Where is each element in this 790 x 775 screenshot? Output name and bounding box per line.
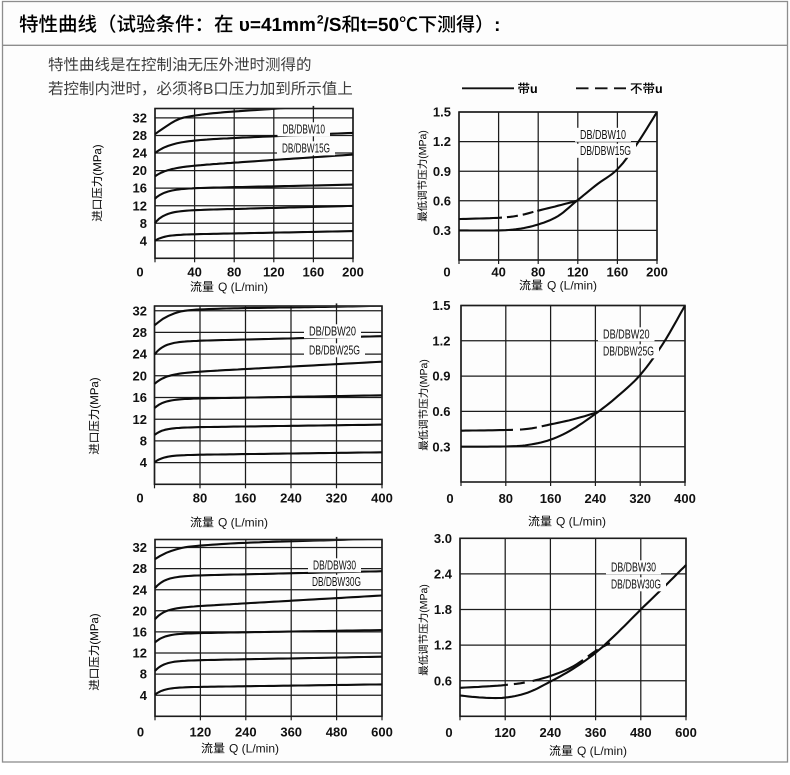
svg-text:32: 32: [133, 111, 147, 126]
svg-text:40: 40: [187, 265, 201, 280]
svg-text:Q (L/min): Q (L/min): [577, 744, 627, 758]
svg-text:32: 32: [133, 303, 147, 318]
svg-text:120: 120: [263, 265, 285, 280]
svg-text:Q (L/min): Q (L/min): [556, 515, 606, 529]
svg-text:1.8: 1.8: [434, 602, 452, 617]
svg-text:600: 600: [675, 725, 697, 740]
svg-text:DB/DBW20: DB/DBW20: [309, 325, 356, 339]
svg-text:0.6: 0.6: [433, 193, 451, 208]
svg-text:80: 80: [193, 491, 207, 506]
svg-text:160: 160: [303, 265, 325, 280]
svg-text:80: 80: [531, 265, 545, 280]
svg-text:8: 8: [140, 434, 147, 449]
svg-text:8: 8: [140, 667, 147, 682]
svg-text:4: 4: [140, 233, 148, 248]
svg-text:1.5: 1.5: [432, 298, 450, 313]
svg-text:120: 120: [190, 725, 212, 740]
svg-text:12: 12: [133, 198, 147, 213]
svg-text:24: 24: [133, 347, 148, 362]
svg-text:0.3: 0.3: [432, 439, 450, 454]
svg-text:DB/DBW30: DB/DBW30: [313, 559, 356, 573]
svg-text:240: 240: [280, 491, 302, 506]
svg-text:40: 40: [491, 265, 505, 280]
svg-text:200: 200: [342, 265, 364, 280]
svg-text:3.0: 3.0: [434, 531, 452, 546]
svg-text:0: 0: [446, 491, 453, 506]
svg-text:Q (L/min): Q (L/min): [547, 279, 597, 293]
svg-text:8: 8: [140, 216, 147, 231]
svg-text:160: 160: [607, 265, 629, 280]
svg-text:Q (L/min): Q (L/min): [218, 280, 268, 294]
svg-text:DB/DBW20: DB/DBW20: [603, 328, 650, 342]
svg-text:240: 240: [540, 725, 562, 740]
svg-text:160: 160: [540, 491, 562, 506]
svg-text:16: 16: [133, 181, 147, 196]
svg-text:DB/DBW10: DB/DBW10: [580, 128, 626, 142]
svg-text:120: 120: [567, 265, 589, 280]
svg-text:12: 12: [133, 412, 147, 427]
svg-text:28: 28: [133, 561, 147, 576]
svg-text:DB/DBW15G: DB/DBW15G: [580, 144, 631, 158]
svg-text:32: 32: [133, 540, 147, 555]
svg-text:12: 12: [133, 646, 147, 661]
svg-text:4: 4: [140, 688, 148, 703]
svg-text:DB/DBW15G: DB/DBW15G: [282, 142, 330, 156]
svg-text:0: 0: [445, 725, 452, 740]
svg-text:600: 600: [371, 725, 393, 740]
svg-text:Q (L/min): Q (L/min): [229, 742, 279, 756]
svg-text:16: 16: [133, 625, 147, 640]
svg-text:0.6: 0.6: [432, 404, 450, 419]
svg-text:0.6: 0.6: [434, 673, 452, 688]
svg-text:DB/DBW30G: DB/DBW30G: [611, 578, 661, 592]
svg-text:0: 0: [136, 265, 143, 280]
svg-text:20: 20: [133, 368, 147, 383]
svg-text:20: 20: [133, 163, 147, 178]
svg-text:160: 160: [235, 491, 257, 506]
svg-text:1.2: 1.2: [434, 638, 452, 653]
svg-text:80: 80: [499, 491, 513, 506]
svg-text:2.4: 2.4: [434, 567, 453, 582]
svg-text:1.2: 1.2: [433, 134, 451, 149]
svg-text:0.9: 0.9: [433, 164, 451, 179]
svg-text:DB/DBW25G: DB/DBW25G: [603, 345, 654, 359]
svg-text:0: 0: [443, 265, 450, 280]
svg-text:4: 4: [140, 455, 148, 470]
svg-text:360: 360: [280, 725, 302, 740]
svg-text:480: 480: [326, 725, 348, 740]
svg-text:480: 480: [630, 725, 652, 740]
svg-text:120: 120: [494, 725, 516, 740]
svg-text:28: 28: [133, 325, 147, 340]
svg-text:240: 240: [585, 491, 607, 506]
svg-text:200: 200: [646, 265, 668, 280]
svg-text:320: 320: [629, 491, 651, 506]
svg-text:DB/DBW30: DB/DBW30: [611, 561, 656, 575]
svg-text:320: 320: [326, 491, 348, 506]
svg-text:28: 28: [133, 128, 147, 143]
svg-text:24: 24: [133, 582, 148, 597]
svg-text:Q (L/min): Q (L/min): [218, 516, 268, 530]
svg-text:80: 80: [227, 265, 241, 280]
svg-text:24: 24: [133, 146, 148, 161]
svg-text:16: 16: [133, 390, 147, 405]
svg-text:240: 240: [235, 725, 257, 740]
svg-text:400: 400: [674, 491, 696, 506]
svg-text:1.5: 1.5: [433, 105, 451, 120]
svg-text:DB/DBW30G: DB/DBW30G: [312, 575, 361, 589]
svg-text:DB/DBW25G: DB/DBW25G: [309, 344, 360, 358]
svg-text:0.3: 0.3: [433, 223, 451, 238]
svg-text:0: 0: [137, 725, 144, 740]
svg-text:360: 360: [585, 725, 607, 740]
svg-text:0.9: 0.9: [432, 369, 450, 384]
svg-text:1.2: 1.2: [432, 333, 450, 348]
svg-text:DB/DBW10: DB/DBW10: [283, 123, 326, 137]
svg-text:0: 0: [136, 491, 143, 506]
svg-text:20: 20: [133, 603, 147, 618]
svg-text:400: 400: [371, 491, 393, 506]
